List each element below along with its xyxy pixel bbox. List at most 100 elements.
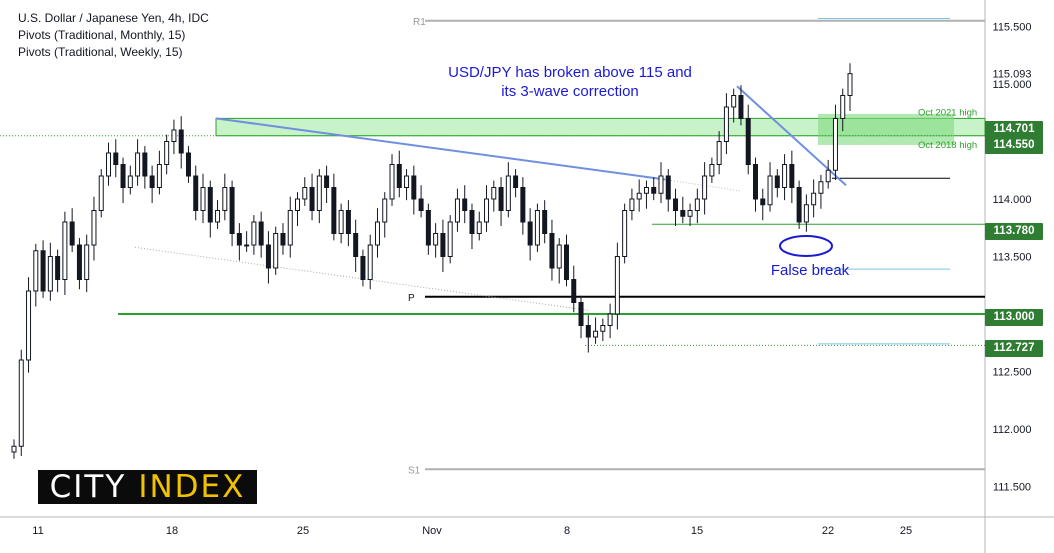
candle-body (345, 210, 351, 234)
logo-word-index: INDEX (138, 469, 246, 505)
x-tick-label-7: 25 (900, 525, 912, 537)
candle-body (367, 244, 373, 280)
headline-line-1: USD/JPY has broken above 115 and (448, 64, 692, 81)
candle-body (447, 221, 453, 257)
candle-body (505, 175, 511, 211)
candle-body (782, 164, 788, 188)
candle-body (207, 187, 213, 223)
candle-body (680, 210, 686, 217)
legend-weekly-pivots: Pivots (Traditional, Weekly, 15) (18, 45, 183, 59)
downtrend-line (215, 117, 666, 181)
candle-body (629, 198, 635, 211)
candle-body (236, 233, 242, 246)
candle-body (803, 204, 809, 223)
candle-body (745, 118, 751, 165)
candle-body (222, 187, 228, 211)
downtrend-extension (664, 178, 741, 192)
candle-body (127, 175, 133, 188)
candle-body (229, 187, 235, 234)
candle-body (484, 198, 490, 223)
candle-body (658, 175, 664, 194)
resistance-zone (216, 118, 985, 136)
candle-body (374, 221, 380, 246)
candle-body (563, 244, 569, 280)
candle-body (76, 244, 82, 280)
candle-body (389, 164, 395, 200)
candle-body (142, 152, 148, 177)
s1-label: S1 (408, 465, 421, 476)
candle-body (287, 210, 293, 246)
candle-body (360, 256, 366, 280)
r1-label: R1 (413, 17, 426, 28)
logo-word-city: CITY (49, 469, 127, 505)
candle-body (578, 302, 584, 326)
candle-body (723, 106, 729, 142)
price-badge-114550: 114.550 (985, 137, 1043, 154)
price-badge-114701: 114.701 (985, 121, 1043, 138)
candle-body (91, 210, 97, 246)
candle-body (273, 233, 279, 269)
candle-body (404, 175, 410, 188)
candle-body (513, 175, 519, 188)
candle-body (324, 175, 330, 188)
false-break-ellipse (779, 235, 833, 257)
y-tick-label-4: 113.500 (993, 252, 1032, 264)
candle-body (215, 210, 221, 223)
candle-body (98, 175, 104, 211)
candle-body (847, 73, 853, 97)
candle-body (760, 198, 766, 206)
candle-body (643, 187, 649, 194)
candle-body (200, 187, 206, 211)
x-tick-label-1: 18 (166, 525, 178, 537)
candle-body (665, 175, 671, 200)
candle-body (440, 233, 446, 257)
oct2021-label: Oct 2021 high (918, 107, 977, 118)
x-tick-label-4: 8 (564, 525, 570, 537)
candle-body (382, 198, 388, 223)
candle-body (106, 152, 112, 177)
candle-body (193, 175, 199, 211)
candle-body (251, 221, 257, 246)
price-badge-113780: 113.780 (985, 223, 1043, 240)
candle-body (825, 169, 831, 183)
candle-body (811, 192, 817, 206)
candle-body (62, 221, 68, 280)
candle-body (774, 175, 780, 188)
x-tick-label-0: 11 (32, 525, 43, 537)
candle-body (571, 279, 577, 303)
candle-body (840, 95, 846, 119)
candle-body (593, 330, 599, 338)
candle-body (556, 244, 562, 269)
candle-body (280, 233, 286, 246)
candle-body (425, 210, 431, 246)
candle-body (113, 152, 119, 165)
candle-body (636, 192, 642, 200)
candle-body (244, 244, 250, 247)
candle-body (454, 198, 460, 223)
candle-body (135, 152, 141, 177)
city-index-logo: CITY INDEX (38, 469, 257, 505)
candle-body (752, 164, 758, 200)
y-tick-label-2: 112.500 (993, 367, 1032, 379)
candle-body (462, 198, 468, 211)
oct2018-label: Oct 2018 high (918, 140, 977, 151)
candle-body (491, 187, 497, 200)
y-tick-label-0: 111.500 (993, 482, 1031, 494)
candle-body (549, 233, 555, 269)
candle-body (411, 175, 417, 200)
candle-body (309, 187, 315, 211)
candle-body (84, 244, 90, 280)
candle-body (622, 210, 628, 257)
candle-body (614, 256, 620, 315)
candle-body (316, 175, 322, 211)
candle-body (651, 187, 657, 194)
x-tick-label-5: 15 (691, 525, 703, 537)
candle-body (716, 141, 722, 165)
legend-monthly-pivots: Pivots (Traditional, Monthly, 15) (18, 28, 186, 42)
candle-body (331, 187, 337, 234)
candle-body (396, 164, 402, 188)
candle-body (55, 256, 61, 280)
chart-legend: U.S. Dollar / Japanese Yen, 4h, IDC Pivo… (18, 10, 209, 61)
candle-body (542, 210, 548, 234)
candle-body (33, 250, 39, 292)
